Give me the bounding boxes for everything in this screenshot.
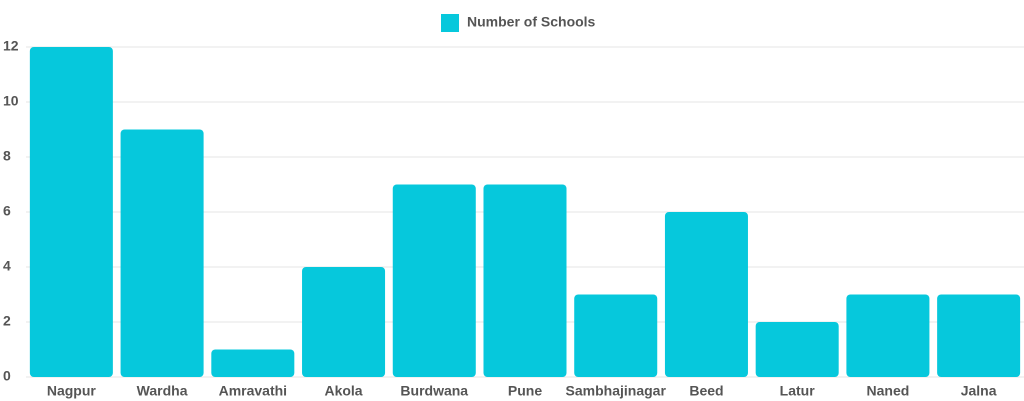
x-tick-label: Amravathi	[219, 383, 287, 399]
x-tick-label: Latur	[780, 383, 816, 399]
x-tick-label: Burdwana	[400, 383, 468, 399]
bar	[302, 267, 386, 377]
y-tick-label: 6	[3, 203, 11, 219]
legend-label: Number of Schools	[467, 14, 596, 30]
bar	[755, 322, 839, 377]
bar	[29, 47, 113, 377]
x-tick-label: Sambhajinagar	[566, 383, 667, 399]
y-tick-label: 12	[3, 38, 19, 54]
y-tick-label: 0	[3, 368, 11, 384]
bar	[846, 294, 930, 377]
x-tick-label: Akola	[324, 383, 362, 399]
y-tick-label: 8	[3, 148, 11, 164]
bar	[664, 212, 748, 377]
x-tick-label: Beed	[689, 383, 723, 399]
y-tick-label: 10	[3, 93, 19, 109]
bar	[120, 129, 204, 377]
legend-swatch	[441, 14, 459, 32]
bar	[211, 349, 295, 377]
bar	[392, 184, 476, 377]
bar	[937, 294, 1021, 377]
x-tick-label: Naned	[867, 383, 910, 399]
y-tick-label: 4	[3, 258, 11, 274]
bar	[574, 294, 658, 377]
x-tick-label: Wardha	[137, 383, 188, 399]
bar	[483, 184, 567, 377]
x-tick-label: Nagpur	[47, 383, 97, 399]
y-tick-label: 2	[3, 313, 11, 329]
x-tick-label: Pune	[508, 383, 542, 399]
x-tick-label: Jalna	[961, 383, 997, 399]
